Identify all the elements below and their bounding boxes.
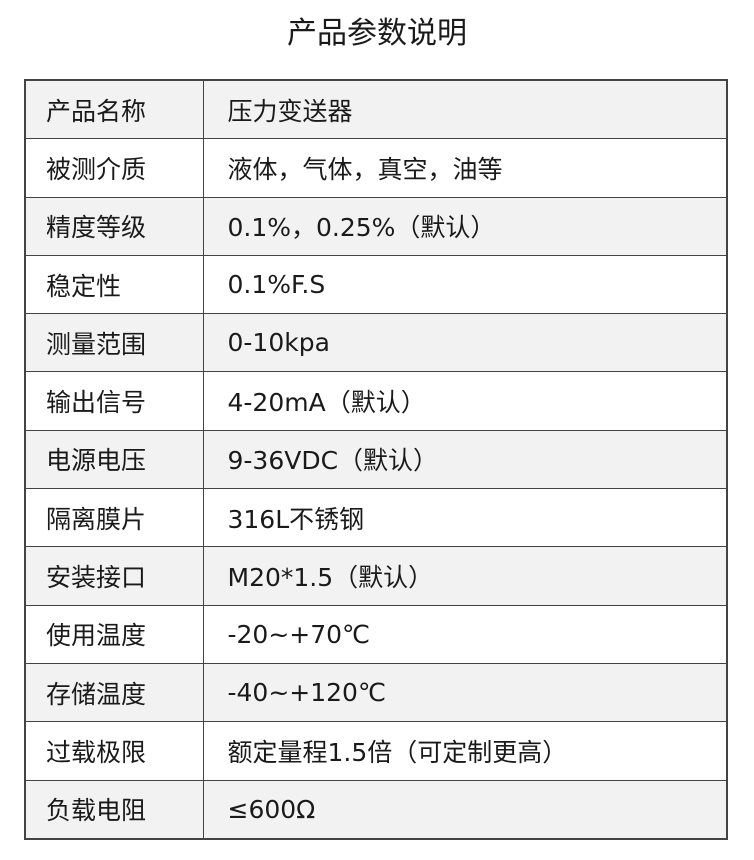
- spec-table: 产品名称 压力变送器 被测介质 液体，气体，真空，油等 精度等级 0.1%，0.25%（默…: [24, 79, 728, 840]
- spec-label: 负载电阻: [24, 779, 204, 840]
- spec-label: 过载极限: [24, 721, 204, 781]
- spec-value: 压力变送器: [202, 79, 728, 140]
- spec-value: -20~+70℃: [202, 604, 728, 664]
- table-row: 使用温度 -20~+70℃: [24, 604, 728, 664]
- spec-value: 316L不锈钢: [202, 488, 728, 548]
- spec-value: 额定量程1.5倍（可定制更高）: [202, 721, 728, 781]
- spec-label: 电源电压: [24, 429, 204, 490]
- spec-label: 使用温度: [24, 604, 204, 664]
- spec-value: ≤600Ω: [202, 779, 728, 840]
- table-row: 存储温度 -40~+120℃: [24, 662, 728, 723]
- table-row: 精度等级 0.1%，0.25%（默认）: [24, 196, 728, 256]
- spec-value: -40~+120℃: [202, 662, 728, 723]
- spec-label: 稳定性: [24, 254, 204, 315]
- page-title: 产品参数说明: [287, 16, 467, 51]
- table-row: 产品名称 压力变送器: [24, 79, 728, 140]
- spec-value: 4-20mA（默认）: [202, 371, 728, 431]
- table-row: 稳定性 0.1%F.S: [24, 254, 728, 315]
- spec-label: 输出信号: [24, 371, 204, 431]
- spec-label: 精度等级: [24, 196, 204, 256]
- table-row: 隔离膜片 316L不锈钢: [24, 488, 728, 548]
- spec-value: 9-36VDC（默认）: [202, 429, 728, 490]
- spec-value: 0-10kpa: [202, 313, 728, 373]
- spec-label: 被测介质: [24, 138, 204, 198]
- table-row: 电源电压 9-36VDC（默认）: [24, 429, 728, 490]
- spec-value: M20*1.5（默认）: [202, 546, 728, 606]
- spec-label: 测量范围: [24, 313, 204, 373]
- table-row: 负载电阻 ≤600Ω: [24, 779, 728, 840]
- table-row: 输出信号 4-20mA（默认）: [24, 371, 728, 431]
- spec-label: 安装接口: [24, 546, 204, 606]
- spec-value: 液体，气体，真空，油等: [202, 138, 728, 198]
- table-row: 被测介质 液体，气体，真空，油等: [24, 138, 728, 198]
- spec-label: 存储温度: [24, 662, 204, 723]
- table-row: 安装接口 M20*1.5（默认）: [24, 546, 728, 606]
- spec-value: 0.1%F.S: [202, 254, 728, 315]
- table-row: 过载极限 额定量程1.5倍（可定制更高）: [24, 721, 728, 781]
- spec-label: 产品名称: [24, 79, 204, 140]
- spec-label: 隔离膜片: [24, 488, 204, 548]
- spec-value: 0.1%，0.25%（默认）: [202, 196, 728, 256]
- table-row: 测量范围 0-10kpa: [24, 313, 728, 373]
